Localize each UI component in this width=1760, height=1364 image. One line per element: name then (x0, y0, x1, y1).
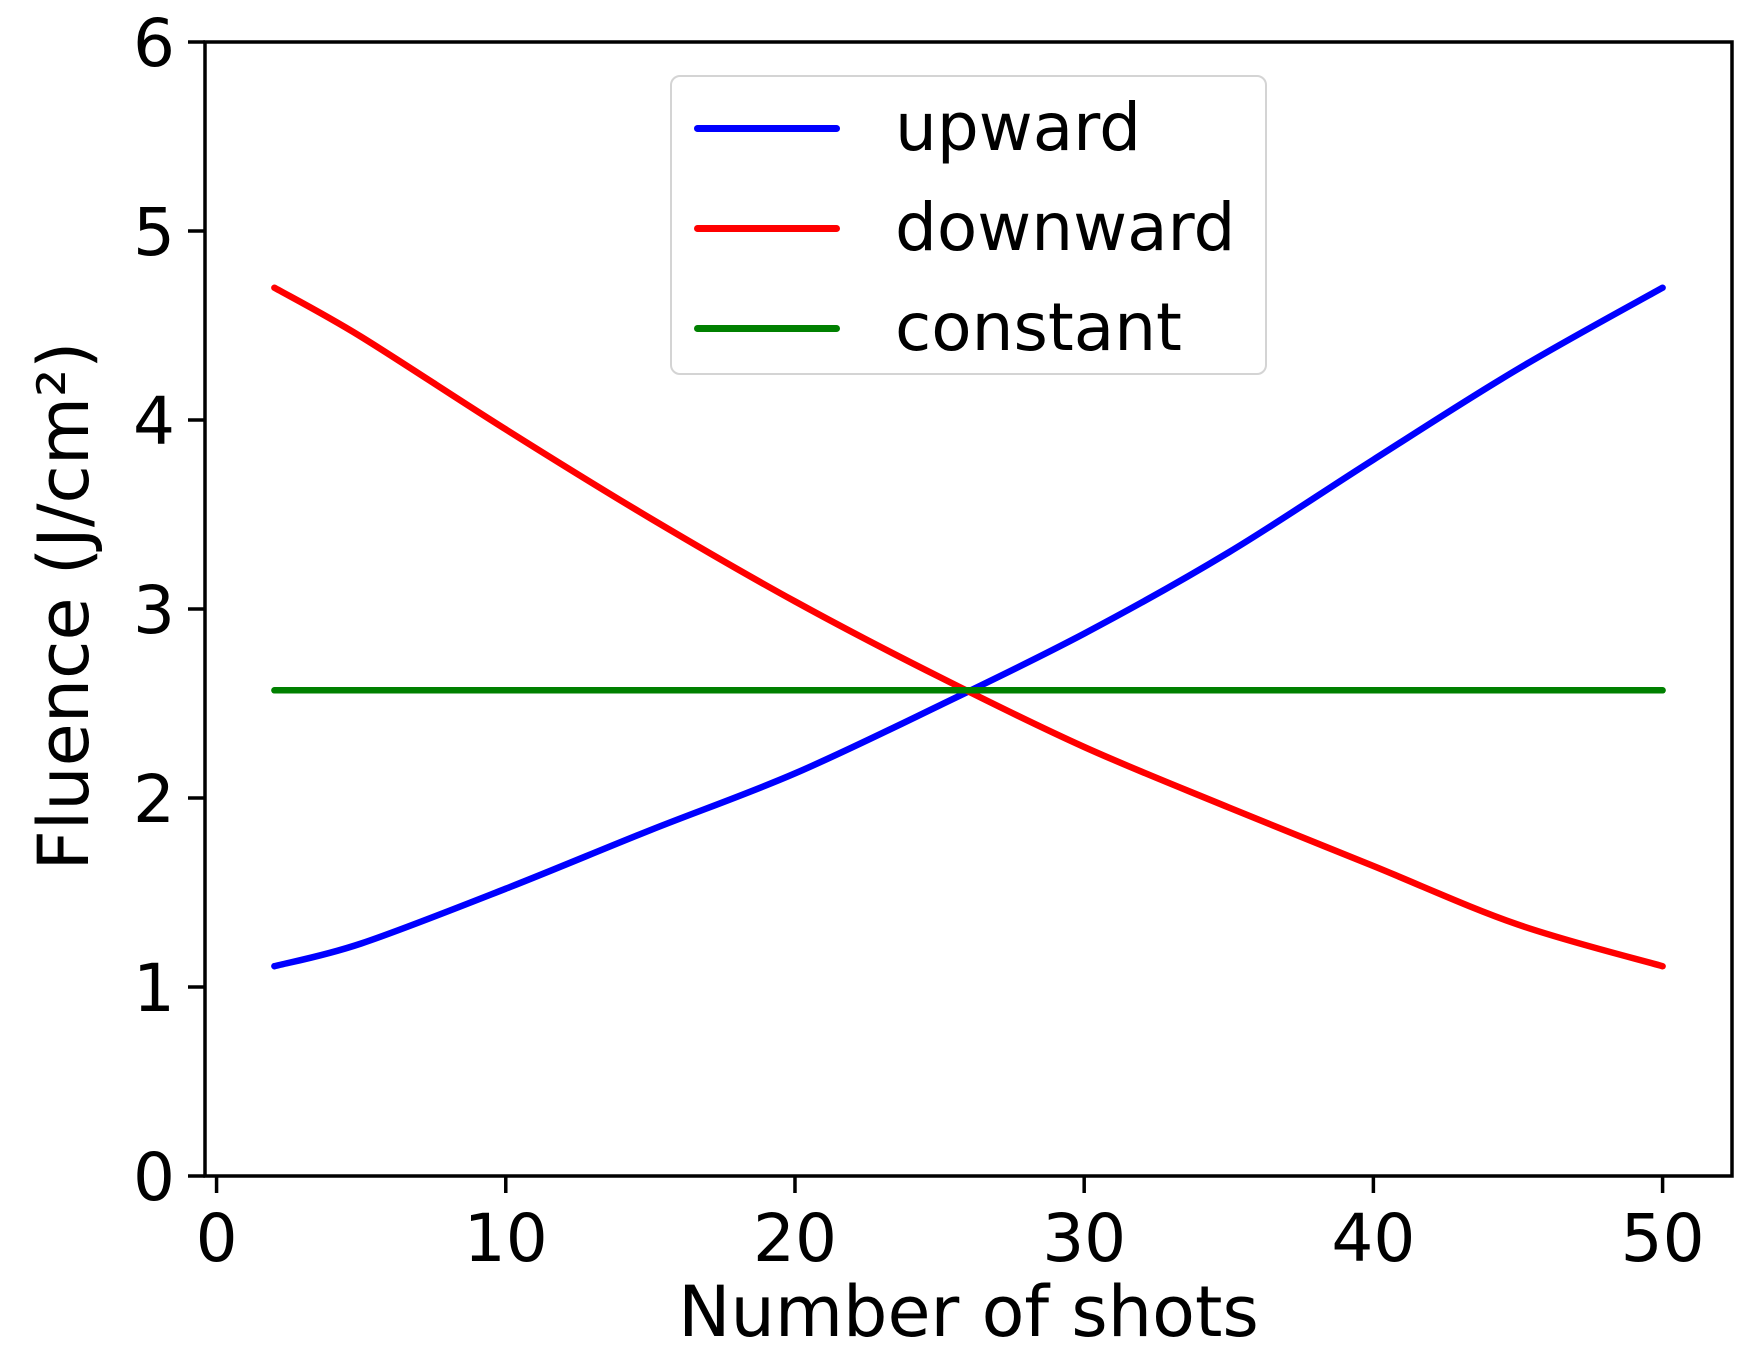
y-tick-label: 4 (133, 383, 175, 460)
series-line-upward (271, 284, 1666, 970)
x-tick-label: 0 (196, 1200, 238, 1277)
y-axis-label: Fluence (J/cm²) (23, 341, 105, 871)
x-tick-label: 20 (753, 1200, 837, 1277)
legend: upward downward constant (670, 75, 1267, 375)
y-tick-label: 1 (133, 950, 175, 1027)
legend-label-upward: upward (895, 89, 1142, 166)
legend-item-upward: upward (694, 78, 1265, 178)
y-tick-label: 2 (133, 761, 175, 838)
legend-line-constant (694, 324, 840, 332)
x-tick-label: 40 (1331, 1200, 1415, 1277)
legend-line-downward (694, 224, 840, 232)
series-line-downward (271, 284, 1666, 970)
legend-label-downward: downward (895, 189, 1236, 266)
y-tick-label: 6 (133, 5, 175, 82)
legend-item-downward: downward (694, 178, 1265, 278)
y-tick-label: 3 (133, 572, 175, 649)
x-tick-label: 50 (1621, 1200, 1705, 1277)
legend-line-upward (694, 124, 840, 132)
y-tick-label: 0 (133, 1139, 175, 1216)
x-axis-label: Number of shots (678, 1271, 1259, 1353)
legend-item-constant: constant (694, 278, 1265, 378)
x-tick-label: 10 (464, 1200, 548, 1277)
legend-label-constant: constant (895, 289, 1182, 366)
x-tick-label: 30 (1042, 1200, 1126, 1277)
y-tick-label: 5 (133, 194, 175, 271)
